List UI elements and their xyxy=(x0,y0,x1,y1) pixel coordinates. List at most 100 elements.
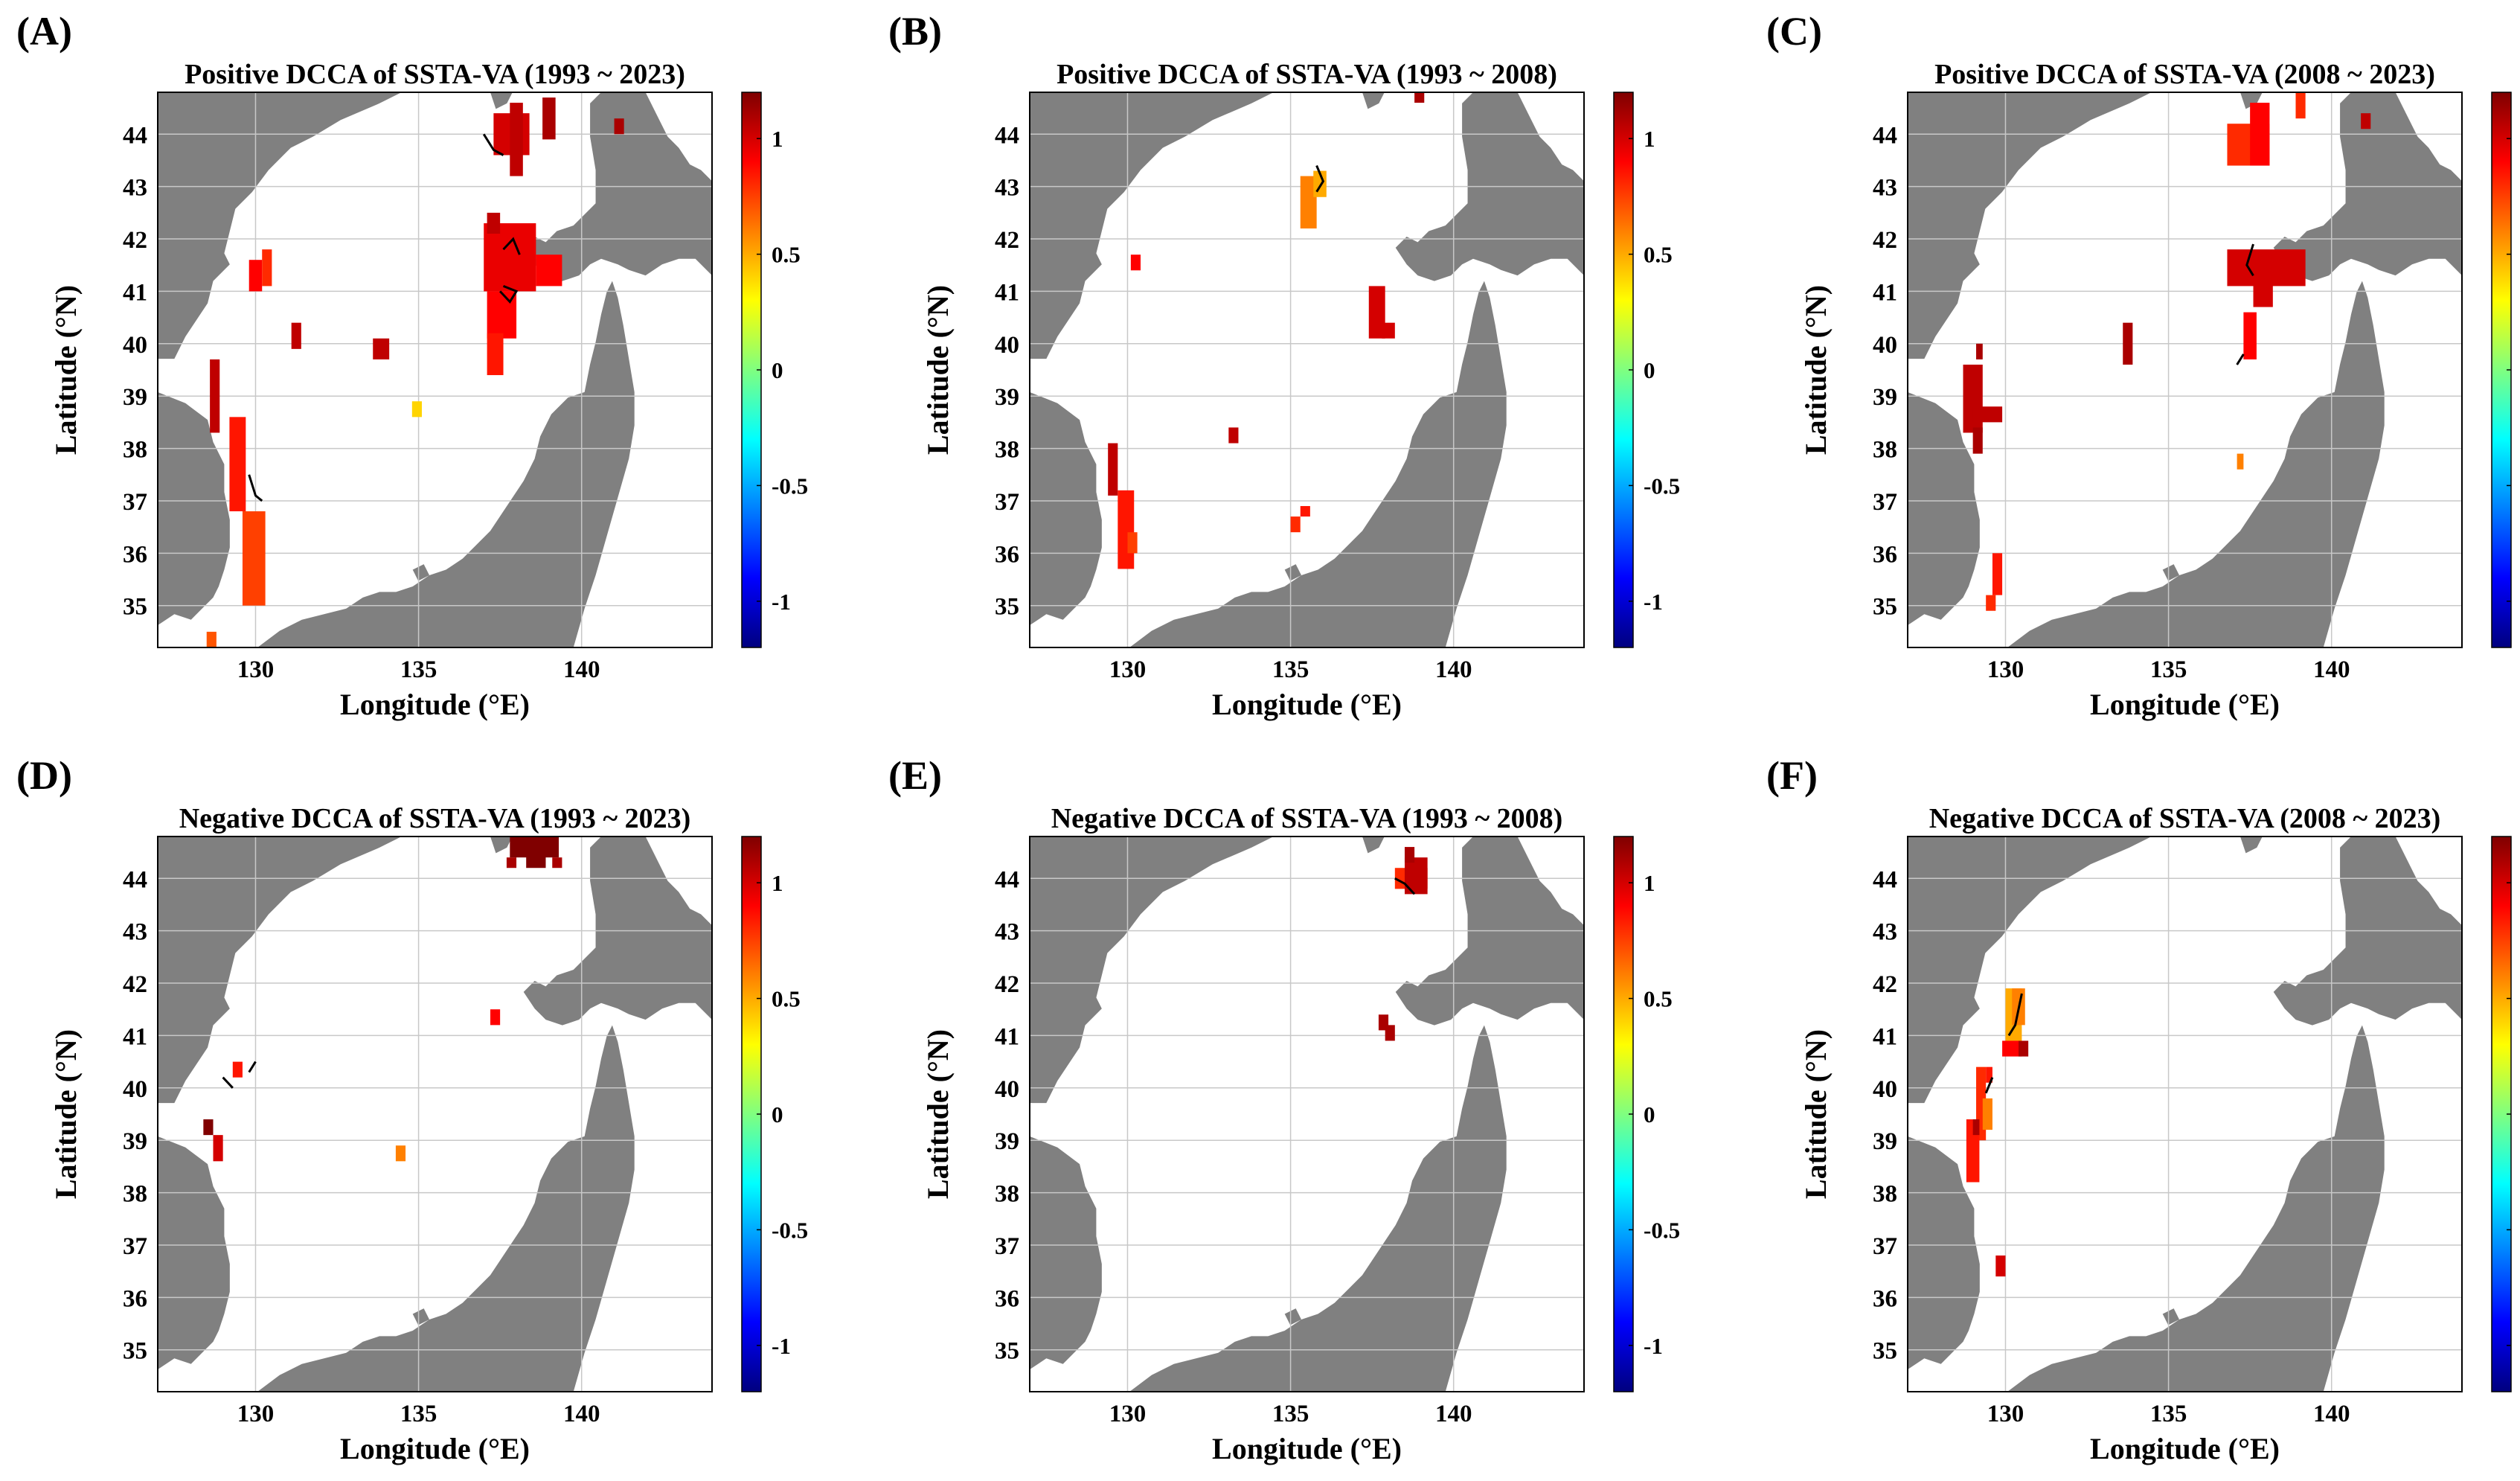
x-tick-label: 135 xyxy=(400,656,437,683)
data-cell xyxy=(2250,103,2270,166)
x-tick-label: 130 xyxy=(237,1401,275,1427)
colorbar-tick-label: 0 xyxy=(772,1101,783,1127)
x-tick-label: 130 xyxy=(1109,656,1147,683)
data-cell xyxy=(210,359,220,433)
data-cell xyxy=(373,338,390,359)
x-tick-label: 135 xyxy=(2150,656,2187,683)
significance-contour xyxy=(222,1076,234,1089)
grid-lines xyxy=(158,92,712,647)
data-cell xyxy=(229,417,246,512)
y-tick-label: 38 xyxy=(1873,1181,1897,1208)
data-cell xyxy=(1986,1066,1992,1083)
data-cell xyxy=(1300,176,1317,228)
data-cell xyxy=(1976,343,1983,359)
colorbar-tick-label: -0.5 xyxy=(772,1217,808,1243)
y-tick-label: 36 xyxy=(123,541,147,568)
x-tick-label: 140 xyxy=(2313,656,2350,683)
colorbar-tick-label: 0.5 xyxy=(1644,242,1673,268)
panel-2: (C) Positive DCCA of SSTA-VA (2008 ~ 2023… xyxy=(1766,9,2512,721)
data-cell xyxy=(552,857,562,869)
significance-contour xyxy=(1984,1077,1994,1094)
colorbar-tick-label: 1 xyxy=(1644,126,1655,152)
y-tick-label: 41 xyxy=(995,1023,1019,1050)
map-area xyxy=(1908,837,2462,1392)
data-cell xyxy=(1986,595,1996,611)
data-cell xyxy=(487,212,501,234)
data-cell xyxy=(506,857,517,869)
data-cell xyxy=(291,322,301,349)
data-cell xyxy=(242,511,266,606)
y-tick-label: 39 xyxy=(995,1128,1019,1155)
y-tick-label: 40 xyxy=(123,1076,147,1103)
significance-contour xyxy=(482,133,504,156)
panel-label: (D) xyxy=(16,753,72,798)
data-cell xyxy=(1382,322,1395,339)
colorbar-tick-label: -0.5 xyxy=(1644,473,1680,499)
significance-contour xyxy=(1394,877,1416,895)
data-cell xyxy=(213,1135,223,1162)
data-cell xyxy=(2019,1040,2029,1057)
x-tick-label: 140 xyxy=(563,1401,600,1427)
significance-contour xyxy=(2236,354,2245,365)
y-tick-label: 41 xyxy=(1873,1023,1897,1050)
y-tick-label: 39 xyxy=(123,384,147,411)
y-axis-label: Latitude (°N) xyxy=(921,1029,955,1199)
y-axis-label: Latitude (°N) xyxy=(49,1029,83,1199)
significance-contour xyxy=(502,237,521,255)
panel-label: (B) xyxy=(888,9,942,54)
significance-contour xyxy=(2245,243,2254,277)
x-axis-label: Longitude (°E) xyxy=(1212,1432,1402,1465)
axes-frame xyxy=(1907,92,2463,648)
data-cell xyxy=(1404,847,1415,863)
x-tick-label: 140 xyxy=(1435,1401,1472,1427)
data-cell xyxy=(232,1061,243,1078)
data-cell xyxy=(395,1145,406,1162)
data-cell xyxy=(484,223,536,292)
colorbar-tick-label: 0.5 xyxy=(1644,986,1673,1012)
y-tick-label: 37 xyxy=(1873,489,1897,516)
panel-label: (A) xyxy=(16,9,72,54)
map-area xyxy=(1030,837,1584,1392)
y-tick-label: 43 xyxy=(123,175,147,202)
data-cell xyxy=(1368,286,1385,339)
data-cell xyxy=(1972,406,2003,423)
y-tick-label: 41 xyxy=(123,1023,147,1050)
grid-lines xyxy=(158,837,712,1392)
data-cell xyxy=(2237,453,2244,470)
data-cell xyxy=(487,333,504,376)
x-tick-label: 135 xyxy=(1272,1401,1309,1427)
x-axis-label: Longitude (°E) xyxy=(2090,1432,2280,1465)
data-cell xyxy=(1118,490,1135,569)
grid-lines xyxy=(1908,837,2462,1392)
y-tick-label: 36 xyxy=(995,541,1019,568)
data-cell xyxy=(1972,1119,1980,1136)
y-tick-label: 37 xyxy=(123,489,147,516)
colorbar-tick-label: 1 xyxy=(772,870,783,896)
y-tick-label: 39 xyxy=(123,1128,147,1155)
colorbar-tick-label: -1 xyxy=(772,589,791,615)
data-cell xyxy=(262,249,272,287)
panel-label: (F) xyxy=(1766,753,1818,798)
colorbar-tick-label: -1 xyxy=(1644,1333,1663,1359)
colorbar-tick-label: 0 xyxy=(1644,1101,1655,1127)
y-tick-label: 36 xyxy=(1873,1285,1897,1312)
y-axis-label: Latitude (°N) xyxy=(921,285,955,455)
data-cell xyxy=(2243,312,2257,359)
chart-title: Positive DCCA of SSTA-VA (1993 ~ 2023) xyxy=(185,59,685,90)
y-tick-label: 36 xyxy=(995,1285,1019,1312)
colorbar-tick-label: 1 xyxy=(1644,870,1655,896)
x-tick-label: 135 xyxy=(400,1401,437,1427)
data-cell xyxy=(206,631,217,647)
data-cell xyxy=(2123,322,2133,365)
panel-0: (A) Positive DCCA of SSTA-VA (1993 ~ 2023… xyxy=(16,9,808,721)
colorbar-tick-label: -0.5 xyxy=(772,473,808,499)
y-tick-label: 43 xyxy=(995,919,1019,946)
panel-3: (D) Negative DCCA of SSTA-VA (1993 ~ 2023… xyxy=(16,753,808,1465)
y-tick-label: 39 xyxy=(1873,1128,1897,1155)
y-tick-label: 40 xyxy=(995,1076,1019,1103)
y-tick-label: 37 xyxy=(123,1233,147,1260)
data-cell xyxy=(249,260,263,292)
panel-label: (E) xyxy=(888,753,942,798)
panel-5: (F) Negative DCCA of SSTA-VA (2008 ~ 2023… xyxy=(1766,753,2512,1465)
